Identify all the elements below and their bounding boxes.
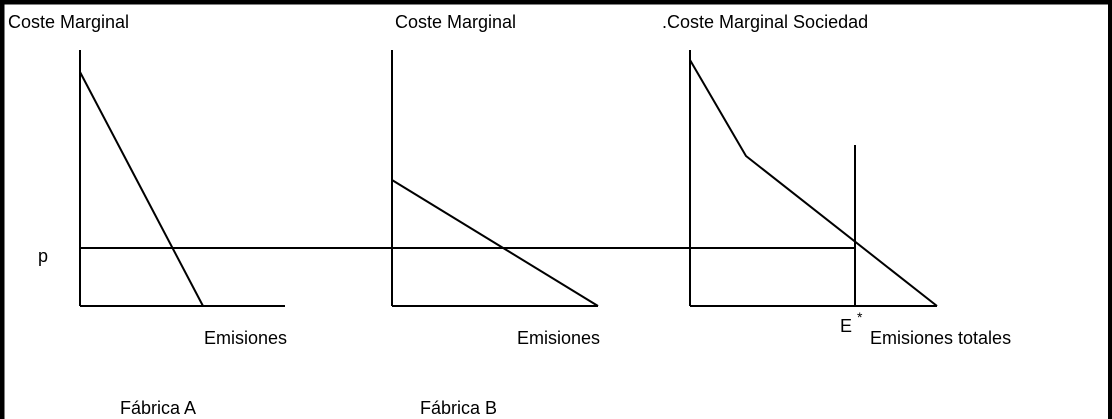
aggregate-cost-curve: [689, 59, 938, 307]
price-label: p: [38, 246, 48, 266]
marginal-cost-curve: [391, 179, 599, 307]
caption: Fábrica A: [120, 398, 196, 418]
marker-label: E: [840, 316, 852, 336]
x-axis-label: Emisiones: [204, 328, 287, 348]
y-axis-label: .Coste Marginal Sociedad: [662, 12, 868, 32]
y-axis-label: Coste Marginal: [8, 12, 129, 32]
y-axis-label: Coste Marginal: [395, 12, 516, 32]
marker-superscript: *: [857, 309, 863, 325]
x-axis-label: Emisiones totales: [870, 328, 1011, 348]
x-axis-label: Emisiones: [517, 328, 600, 348]
caption: Fábrica B: [420, 398, 497, 418]
marginal-cost-curve: [79, 71, 204, 307]
